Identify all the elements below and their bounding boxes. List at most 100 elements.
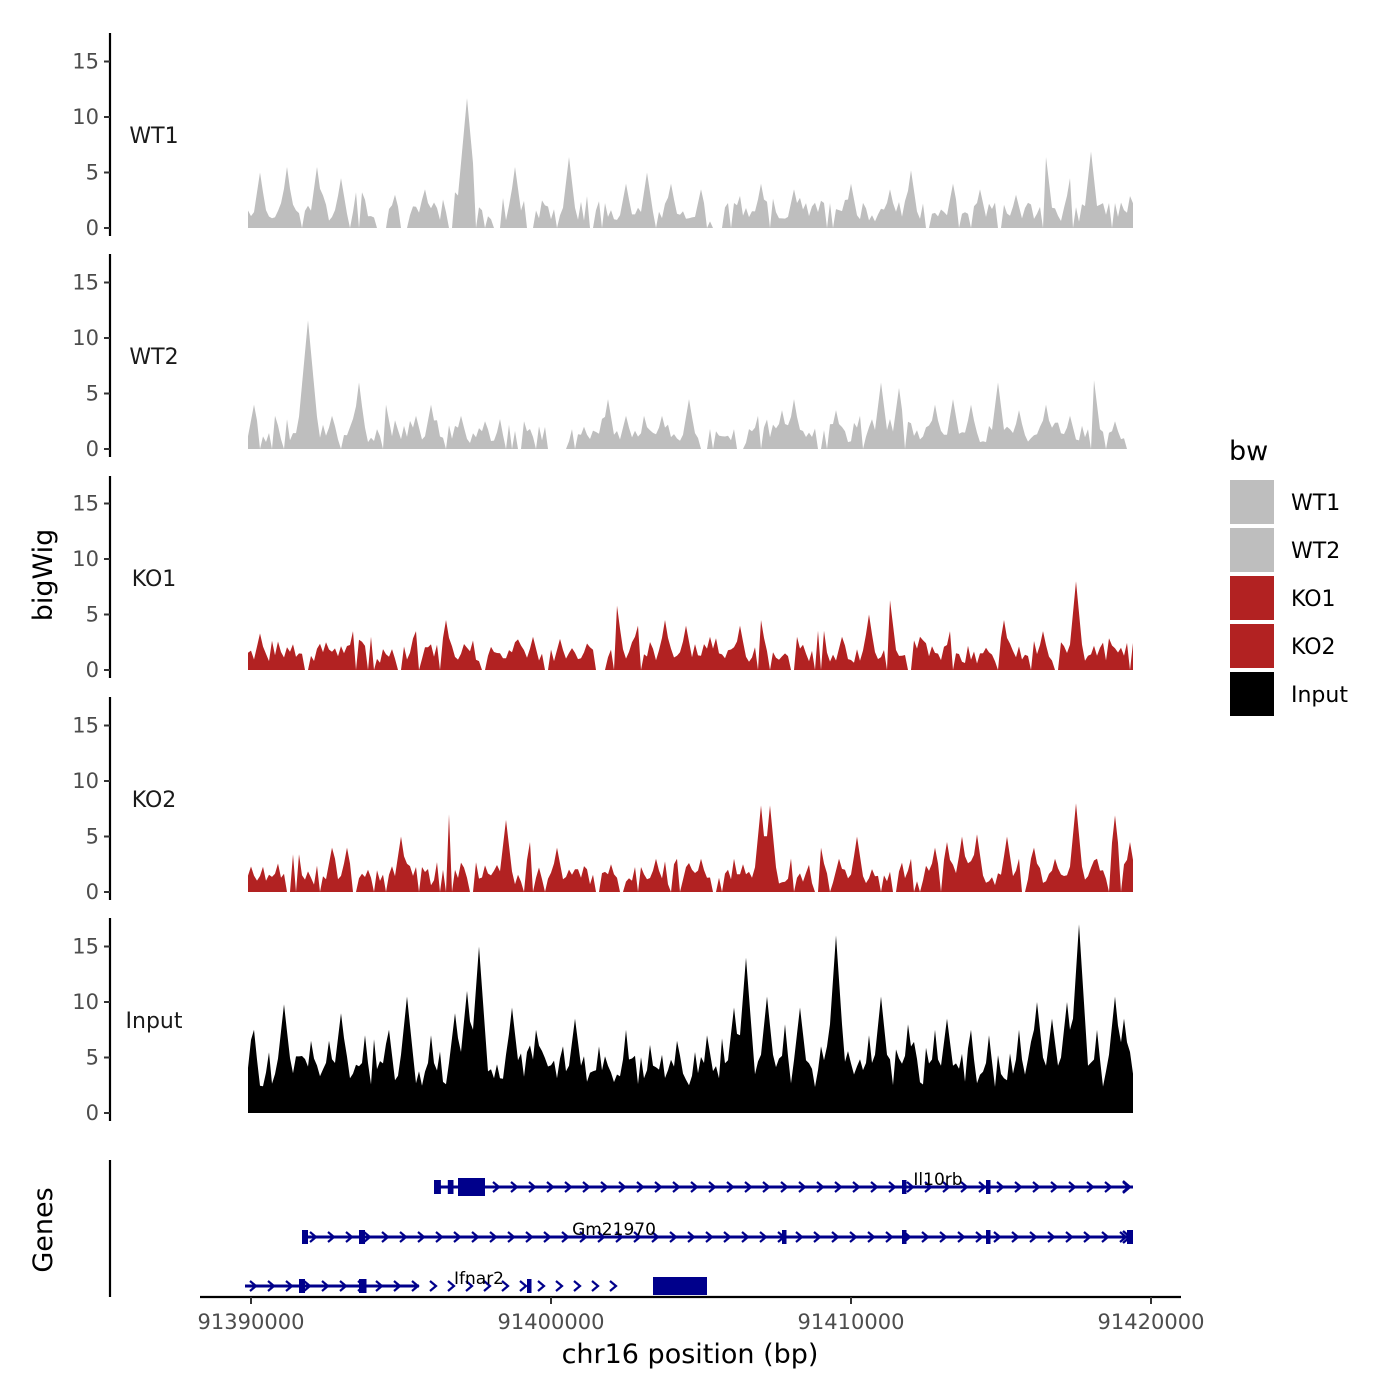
strand-arrow [993,1231,1002,1243]
strand-arrow [885,1231,894,1243]
y-tick-label: 5 [86,161,99,185]
strand-arrow [741,1231,750,1243]
strand-arrow [1104,1181,1113,1193]
y-tick-label: 0 [86,880,99,904]
strand-arrow [852,1181,861,1193]
strand-arrow [492,1181,501,1193]
exon [1127,1230,1133,1244]
gene-ifnar2: Ifnar2 [245,1269,707,1295]
y-tick-label: 15 [72,271,99,295]
strand-arrow [1101,1231,1110,1243]
legend-label: KO2 [1291,635,1336,660]
strand-arrow [975,1231,984,1243]
track-input: 0 5 10 15 Input [72,918,1133,1125]
strand-arrow [429,1280,438,1292]
legend-label: WT2 [1291,539,1340,564]
y-tick-label: 0 [86,1101,99,1125]
y-tick-label: 10 [72,990,99,1014]
genes-panel-title: Genes [28,1187,59,1272]
strand-arrow [435,1231,444,1243]
strand-arrow [507,1231,516,1243]
exon [359,1279,367,1293]
strand-arrow [1014,1181,1023,1193]
gene-label: Ifnar2 [454,1269,504,1289]
exon [782,1230,787,1244]
y-tick-label: 5 [86,603,99,627]
y-tick-label: 10 [72,769,99,793]
y-tick-label: 5 [86,382,99,406]
gene-il10rb: Il10rb [434,1170,1133,1196]
strand-arrow [618,1181,627,1193]
track-area-input [248,924,1133,1113]
y-tick-label: 15 [72,714,99,738]
x-tick-label: 91410000 [798,1310,905,1334]
strand-arrow [1068,1181,1077,1193]
y-tick-label: 10 [72,326,99,350]
strand-arrow [309,1231,318,1243]
exon [986,1180,991,1194]
strand-arrow [600,1181,609,1193]
track-label: KO1 [132,567,177,592]
exon [359,1230,365,1244]
strand-arrow [375,1280,384,1292]
strand-arrow [1086,1181,1095,1193]
track-area-wt1 [248,98,1133,228]
y-tick-label: 0 [86,216,99,240]
strand-arrow [795,1231,804,1243]
strand-arrow [573,1280,582,1292]
strand-arrow [888,1181,897,1193]
strand-arrow [597,1231,606,1243]
strand-arrow [978,1181,987,1193]
strand-arrow [453,1231,462,1243]
x-tick-label: 91390000 [198,1310,305,1334]
strand-arrow [924,1181,933,1193]
strand-arrow [1050,1181,1059,1193]
strand-arrow [525,1231,534,1243]
x-axis-title: chr16 position (bp) [562,1339,819,1370]
strand-arrow [939,1231,948,1243]
track-ko1: 0 5 10 15 KO1 [72,476,1133,682]
y-tick-label: 5 [86,1046,99,1070]
track-label: Input [126,1009,183,1034]
track-wt1: 0 5 10 15 WT1 [72,33,1133,240]
strand-arrow [744,1181,753,1193]
exon [902,1180,907,1194]
y-axis-title: bigWig [28,529,59,622]
strand-arrow [1122,1180,1132,1194]
y-tick-label: 5 [86,825,99,849]
strand-arrow [546,1181,555,1193]
legend-item-ko1: KO1 [1230,576,1336,620]
gene-label: Il10rb [913,1170,962,1190]
strand-arrow [447,1280,456,1292]
strand-arrow [591,1280,600,1292]
strand-arrow [867,1231,876,1243]
strand-arrow [564,1181,573,1193]
track-wt2: 0 5 10 15 WT2 [72,254,1133,461]
track-ko2: 0 5 10 15 KO2 [72,697,1133,904]
strand-arrow [669,1231,678,1243]
strand-arrow [285,1280,294,1292]
track-label: WT1 [129,124,178,149]
strand-arrow [1119,1231,1128,1243]
exon [653,1277,707,1295]
exon [299,1279,305,1293]
strand-arrow [327,1231,336,1243]
strand-arrow [579,1231,588,1243]
strand-arrow [417,1231,426,1243]
strand-arrow [411,1280,420,1292]
track-label: KO2 [132,788,177,813]
strand-arrow [609,1280,618,1292]
exon [302,1230,308,1244]
x-tick-label: 91420000 [1098,1310,1205,1334]
exon [527,1279,532,1293]
legend-title: bw [1229,436,1268,467]
strand-arrow [636,1181,645,1193]
legend-item-wt1: WT1 [1230,480,1340,524]
strand-arrow [708,1181,717,1193]
legend-swatch [1230,528,1274,572]
strand-arrow [921,1231,930,1243]
exon [902,1230,907,1244]
strand-arrow [543,1231,552,1243]
legend: bw WT1 WT2 KO1 KO2 Input [1229,436,1348,716]
strand-arrow [780,1181,789,1193]
